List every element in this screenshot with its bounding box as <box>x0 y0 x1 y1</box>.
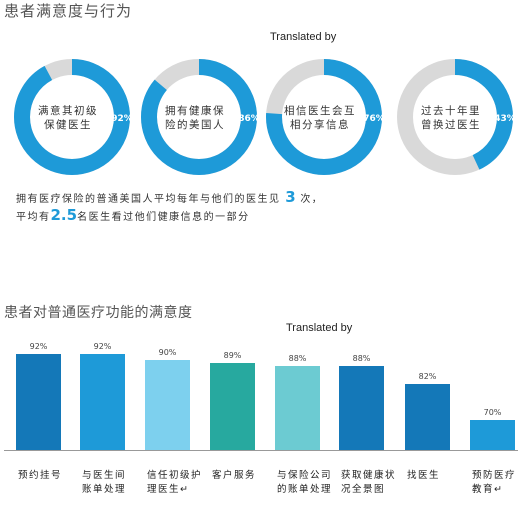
bar <box>16 354 61 450</box>
bar-category-label: 预防医疗 教育↵ <box>472 470 517 495</box>
stat-line-2-pre: 平均有 <box>16 212 51 223</box>
bar-value-label: 89% <box>224 351 242 360</box>
bar-value-label: 88% <box>353 354 371 363</box>
bar-category-label: 与保险公司 的账单处理 <box>277 470 333 495</box>
donut-arc <box>266 59 382 175</box>
stat-line-1-pre: 拥有医疗保险的普通美国人平均每年与他们的医生见 <box>16 194 281 205</box>
bar-category-label: 信任初级护 理医生↵ <box>147 470 203 495</box>
donut-label: 相信医生会互 <box>284 104 356 117</box>
bar-chart: 92% 92% 90% 89% 88% 88% 82% 70% <box>4 342 518 451</box>
stat-line-2-post: 名医生看过他们健康信息的一部分 <box>77 212 250 223</box>
section2-title: 患者对普通医疗功能的满意度 <box>4 305 193 321</box>
donut-value-label: 86% <box>238 114 260 124</box>
donut-label: 保健医生 <box>44 118 92 131</box>
bar-category-label: 预约挂号 <box>18 470 63 481</box>
donut-value-label: 76% <box>363 114 385 124</box>
donut-label: 相分享信息 <box>290 118 350 131</box>
bar-category-label: 找医生 <box>407 470 441 481</box>
section1-title: 患者满意度与行为 <box>4 2 133 20</box>
bar <box>470 420 515 450</box>
bar-value-label: 70% <box>484 408 502 417</box>
donut-arc <box>14 59 130 175</box>
donut-arc <box>397 59 513 175</box>
donut-label: 险的美国人 <box>165 118 225 131</box>
donut-label: 满意其初级 <box>38 104 98 117</box>
bar <box>339 366 384 450</box>
donut-label: 过去十年里 <box>421 104 481 117</box>
bar <box>405 384 450 450</box>
stat-line-1: 拥有医疗保险的普通美国人平均每年与他们的医生见 3 次， <box>16 188 323 206</box>
visits-number: 3 <box>285 188 296 206</box>
donut-value-label: 92% <box>111 114 133 124</box>
bar <box>80 354 125 450</box>
stat-line-2: 平均有2.5名医生看过他们健康信息的一部分 <box>16 206 250 224</box>
bar-category-label: 获取健康状 况全景图 <box>341 470 397 495</box>
stat-line-1-post: 次， <box>300 194 324 205</box>
bar-value-label: 90% <box>159 348 177 357</box>
bar-value-label: 88% <box>289 354 307 363</box>
bar-category-label: 客户服务 <box>212 470 257 481</box>
bar <box>275 366 320 450</box>
translated-by-note-1: Translated by <box>270 31 337 43</box>
bar-value-label: 92% <box>30 342 48 351</box>
bar-category-label: 与医生间 账单处理 <box>82 470 127 495</box>
donut-arc <box>141 59 257 175</box>
bar <box>210 363 255 450</box>
bar-value-label: 92% <box>94 342 112 351</box>
bar-value-label: 82% <box>419 372 437 381</box>
translated-by-note-2: Translated by <box>286 322 353 334</box>
donut-value-label: 43% <box>494 114 516 124</box>
bar <box>145 360 190 450</box>
donut-label: 拥有健康保 <box>165 104 225 117</box>
donut-label: 曾换过医生 <box>421 118 481 131</box>
doctors-number: 2.5 <box>50 206 78 224</box>
